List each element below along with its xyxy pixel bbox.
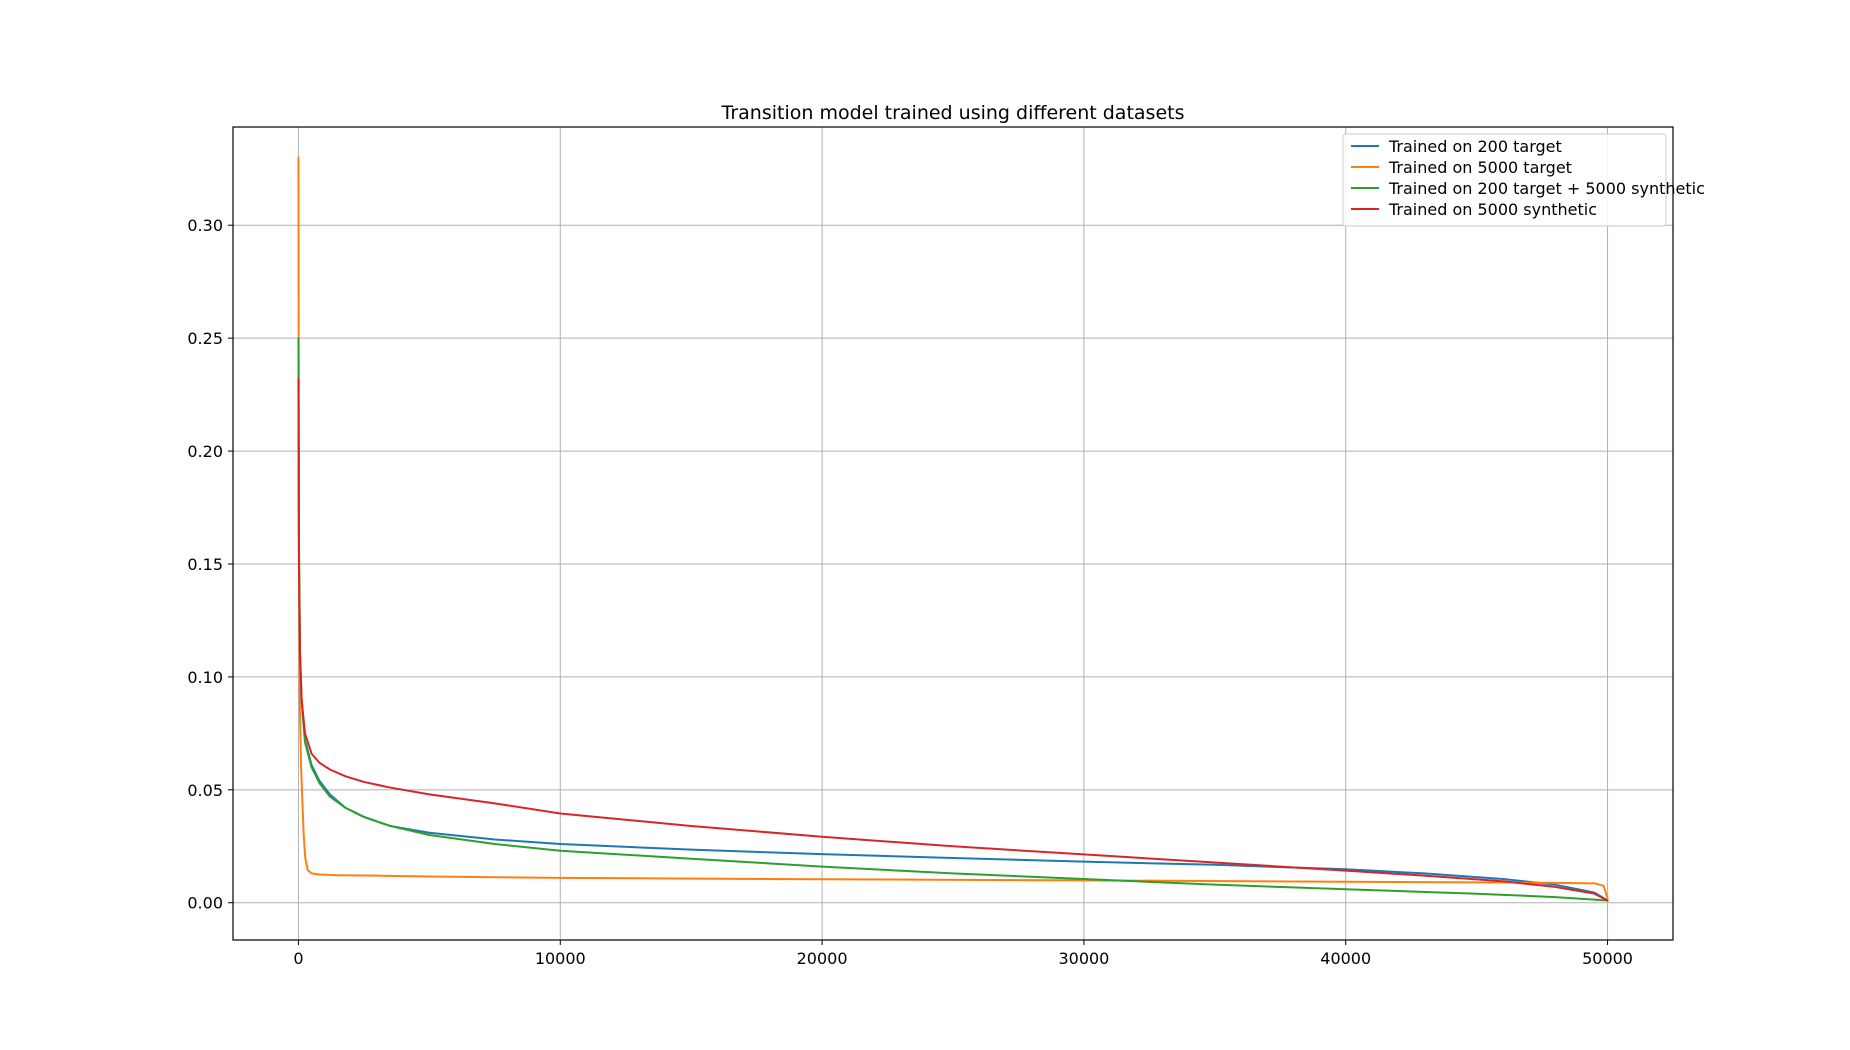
y-tick-label: 0.10 [187, 668, 223, 687]
legend-label: Trained on 200 target [1388, 137, 1562, 156]
series-line [297, 156, 1609, 900]
y-tick-label: 0.25 [187, 329, 223, 348]
legend-label: Trained on 5000 target [1388, 158, 1572, 177]
y-tick-label: 0.05 [187, 781, 223, 800]
x-tick-label: 0 [293, 949, 303, 968]
plot-frame [232, 126, 1674, 941]
x-tick-label: 30000 [1058, 949, 1109, 968]
axis-ticks: 0 10000 20000 30000 40000 50000 0.00 0.05 0.10 0.… [187, 216, 1633, 968]
series-line [297, 377, 1609, 902]
y-tick-label: 0.00 [187, 894, 223, 913]
grid [233, 127, 1673, 940]
series-lines [297, 156, 1609, 902]
x-tick-label: 10000 [535, 949, 586, 968]
x-tick-label: 40000 [1320, 949, 1371, 968]
legend: Trained on 200 target Trained on 5000 tar… [1342, 133, 1705, 227]
y-tick-label: 0.20 [187, 442, 223, 461]
legend-label: Trained on 200 target + 5000 synthetic [1388, 179, 1705, 198]
x-tick-label: 50000 [1582, 949, 1633, 968]
legend-box [1342, 133, 1667, 227]
y-tick-label: 0.15 [187, 555, 223, 574]
chart-title: Transition model trained using different… [721, 102, 1185, 124]
x-tick-label: 20000 [797, 949, 848, 968]
legend-label: Trained on 5000 synthetic [1388, 200, 1597, 219]
y-tick-label: 0.30 [187, 216, 223, 235]
